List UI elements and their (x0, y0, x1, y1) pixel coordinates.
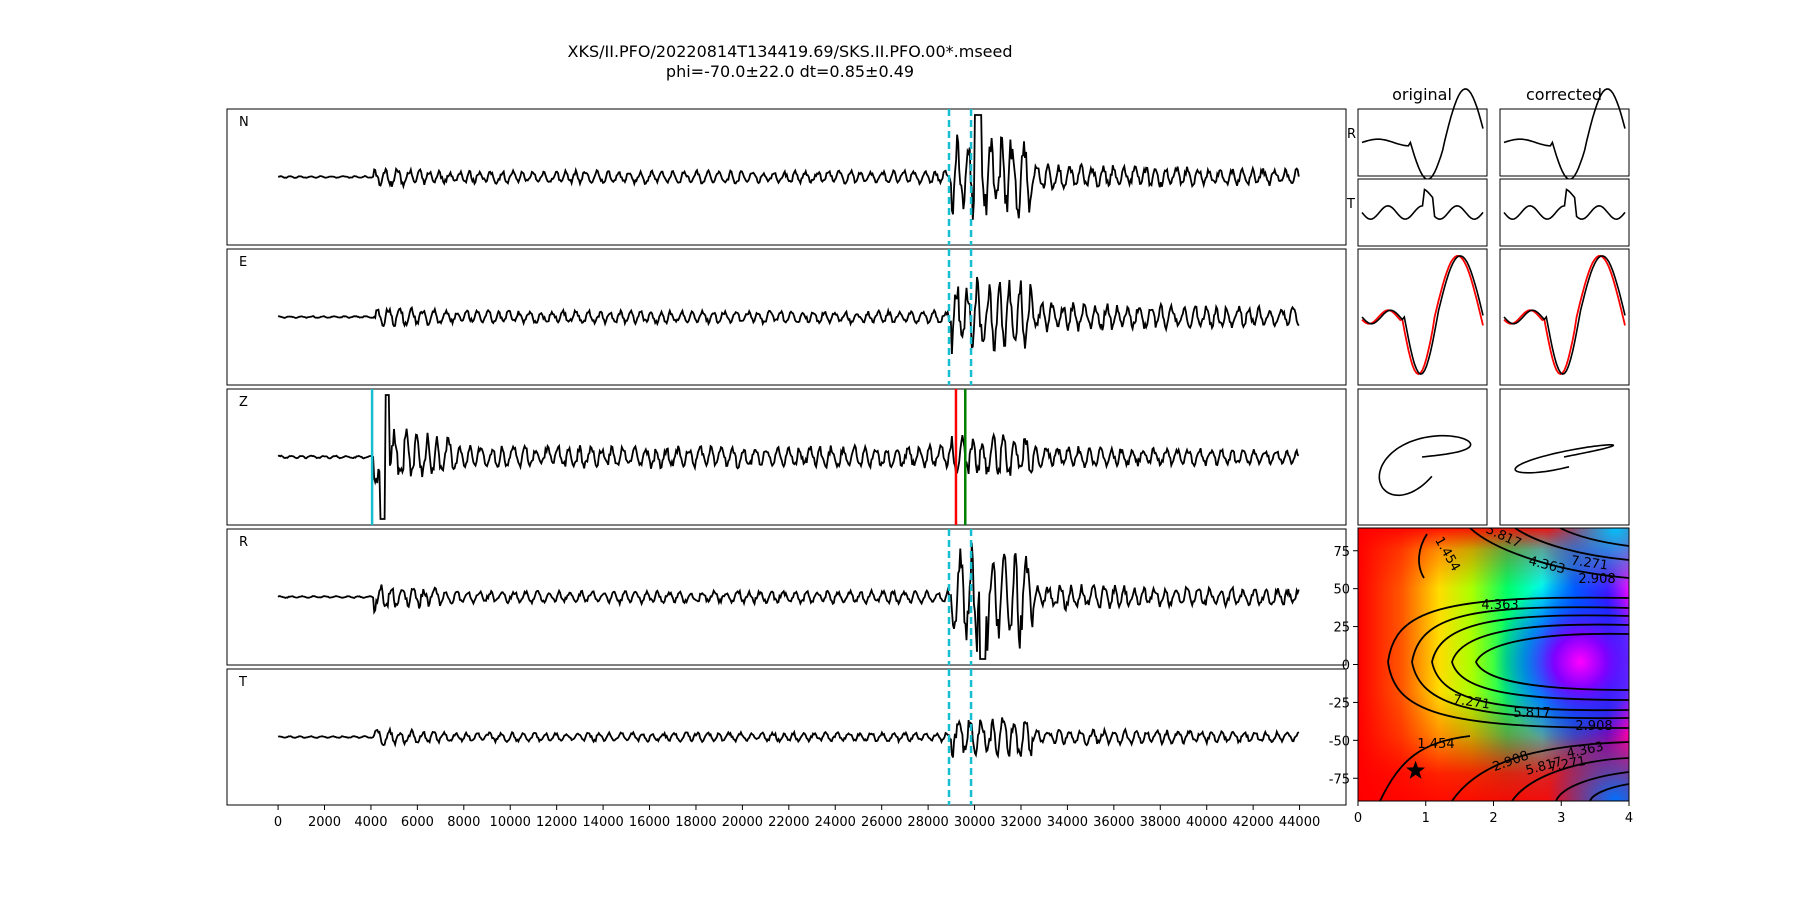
grid-y-tick-label: 0 (1342, 659, 1350, 674)
original-inset-1 (1357, 178, 1488, 247)
trace-t (277, 717, 1300, 759)
grid-x-tick-label: 4 (1625, 811, 1633, 826)
x-tick-label: 26000 (861, 815, 902, 830)
grid-y-tick-label: 50 (1333, 583, 1350, 598)
panel-label: N (239, 115, 249, 130)
contour-label: 4.363 (1481, 598, 1518, 613)
corrected-inset-2 (1499, 248, 1630, 386)
panel-e: E (226, 248, 1347, 386)
panel-t: T (226, 668, 1347, 806)
x-tick-label: 20000 (722, 815, 763, 830)
x-tick-label: 30000 (954, 815, 995, 830)
x-tick-label: 2000 (308, 815, 341, 830)
best-fit-star (1406, 760, 1426, 779)
figure-subtitle: phi=-70.0±22.0 dt=0.85±0.49 (666, 62, 914, 81)
panel-label: Z (239, 395, 248, 410)
x-tick-label: 12000 (536, 815, 577, 830)
grid-y-tick-label: -25 (1329, 696, 1350, 711)
x-tick-label: 0 (274, 815, 282, 830)
grid-x-tick-label: 2 (1489, 811, 1497, 826)
contour-label: 7.271 (1452, 693, 1491, 713)
trace-r (277, 542, 1300, 660)
trace-e (277, 276, 1300, 355)
waveform-insets (1357, 88, 1630, 526)
original-inset-0 (1357, 88, 1488, 180)
inset-row-label-r: R (1347, 127, 1356, 142)
x-tick-label: 34000 (1047, 815, 1088, 830)
x-tick-label: 28000 (907, 815, 948, 830)
seismogram-panels: N E Z R T (226, 108, 1347, 806)
panel-frame (226, 248, 1347, 386)
grid-x-tick-label: 0 (1354, 811, 1362, 826)
x-tick-label: 36000 (1093, 815, 1134, 830)
column-title-corrected: corrected (1526, 85, 1602, 104)
inset-row-label-t: T (1346, 197, 1355, 212)
x-tick-label: 42000 (1232, 815, 1273, 830)
grid-y-tick-label: 75 (1333, 545, 1350, 560)
panel-label: E (239, 255, 247, 270)
x-tick-label: 40000 (1186, 815, 1227, 830)
column-title-original: original (1392, 85, 1452, 104)
energy-grid-axes: 0 1 2 3 4 75 50 25 0 -25 -50 -75 (1329, 545, 1633, 826)
contour-label: 1.454 (1417, 737, 1454, 752)
original-inset-3 (1357, 388, 1488, 526)
x-tick-label: 32000 (1000, 815, 1041, 830)
x-tick-label: 8000 (447, 815, 480, 830)
x-tick-label: 14000 (582, 815, 623, 830)
x-tick-label: 22000 (768, 815, 809, 830)
energy-grid-plot: 1.454 5.817 4.363 7.271 2.908 4.363 7.27… (1329, 527, 1633, 826)
trace-n (277, 114, 1300, 220)
grid-y-tick-label: -50 (1329, 734, 1350, 749)
x-tick-label: 18000 (675, 815, 716, 830)
contour-label: 5.817 (1513, 706, 1550, 721)
grid-x-tick-label: 1 (1422, 811, 1430, 826)
contour-label: 2.908 (1578, 572, 1615, 587)
panel-z: Z (226, 388, 1347, 526)
grid-y-tick-label: 25 (1333, 621, 1350, 636)
x-tick-label: 6000 (401, 815, 434, 830)
contour-label: 2.908 (1575, 719, 1612, 734)
grid-y-tick-label: -75 (1329, 772, 1350, 787)
panel-label: R (239, 535, 248, 550)
panel-r: R (226, 528, 1347, 666)
x-tick-label: 24000 (815, 815, 856, 830)
figure-title: XKS/II.PFO/20220814T134419.69/SKS.II.PFO… (568, 42, 1013, 61)
contour-label: 7.271 (1548, 754, 1587, 775)
x-tick-label: 16000 (629, 815, 670, 830)
corrected-inset-0 (1499, 88, 1630, 180)
x-tick-label: 38000 (1140, 815, 1181, 830)
x-tick-label: 4000 (354, 815, 387, 830)
x-tick-label: 44000 (1279, 815, 1320, 830)
panel-label: T (238, 675, 247, 690)
panel-n: N (226, 108, 1347, 246)
contour-label: 7.271 (1570, 554, 1609, 574)
trace-z (277, 394, 1300, 520)
time-axis: 0 2000 4000 6000 8000 10000 12000 14000 16000 180… (274, 805, 1320, 830)
grid-x-tick-label: 3 (1557, 811, 1565, 826)
x-tick-label: 10000 (490, 815, 531, 830)
corrected-inset-3 (1499, 388, 1630, 526)
corrected-inset-1 (1499, 178, 1630, 247)
original-inset-2 (1357, 248, 1488, 386)
